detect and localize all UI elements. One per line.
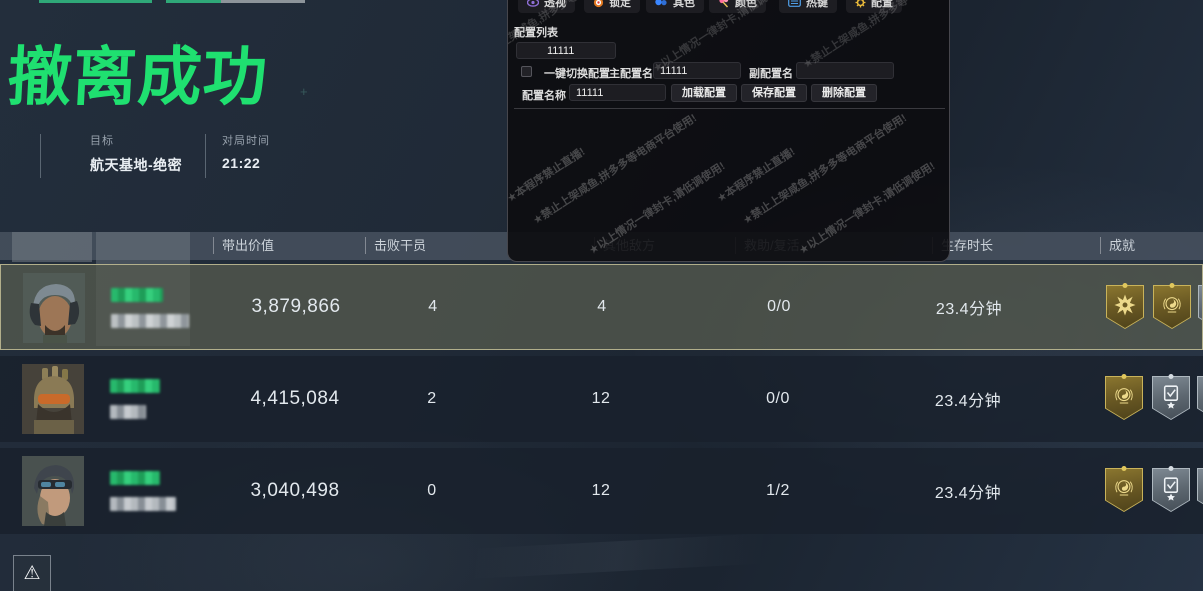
match-time-value: 21:22: [222, 155, 261, 171]
cell-extracted-value: 3,879,866: [251, 296, 341, 317]
cell-survival-time: 23.4分钟: [934, 393, 1002, 410]
tab-color[interactable]: 颜色: [709, 0, 766, 13]
cell-other-enemies: 12: [591, 482, 611, 499]
main-config-label: 主配置名: [609, 68, 653, 80]
top-progress-segment-complete: [39, 0, 152, 3]
redacted-player-subtitle: [111, 314, 189, 328]
match-time-label: 对局时间: [222, 135, 270, 147]
cell-defeated-operators: 2: [427, 390, 437, 407]
eye-icon: [527, 0, 539, 7]
delete-config-button[interactable]: 删除配置: [811, 84, 877, 102]
check-badge-icon[interactable]: [1152, 374, 1190, 420]
redacted-player-name: [110, 471, 160, 485]
player-avatar: [22, 364, 84, 434]
page-title: 撤离成功: [5, 41, 270, 113]
redacted-player-name: [111, 288, 163, 302]
achievement-badges: [1, 283, 1202, 331]
load-config-button[interactable]: 加载配置: [671, 84, 737, 102]
tab-lock[interactable]: 锁定: [584, 0, 640, 13]
cell-other-enemies: 4: [597, 298, 607, 315]
warning-button[interactable]: ⚠: [13, 555, 51, 591]
tab-esp[interactable]: 透视: [518, 0, 575, 13]
save-config-button[interactable]: 保存配置: [741, 84, 807, 102]
tab-label: 锁定: [609, 0, 631, 9]
row-hover-plate: [12, 232, 92, 262]
edge-badge-icon[interactable]: [1198, 285, 1202, 329]
meta-match-time: 对局时间 21:22: [205, 132, 270, 178]
cell-extracted-value: 3,040,498: [250, 480, 340, 501]
tab-config[interactable]: 配置: [846, 0, 902, 13]
column-header-achievements: 成就: [1100, 237, 1135, 254]
tab-hotkey[interactable]: 热键: [779, 0, 837, 13]
main-config-input[interactable]: [653, 62, 741, 79]
cell-survival-time: 23.4分钟: [934, 485, 1002, 502]
starburst-badge-icon[interactable]: [1106, 283, 1144, 329]
divider: [40, 134, 41, 178]
cell-rescue-revive: 1/2: [766, 482, 790, 499]
redacted-player-subtitle: [110, 405, 146, 419]
redacted-player-name: [110, 379, 160, 393]
cell-survival-time: 23.4分钟: [935, 301, 1003, 318]
player-avatar: [22, 456, 84, 526]
warning-icon: ⚠: [23, 563, 41, 584]
laurel-badge-icon[interactable]: [1105, 466, 1143, 512]
meta-goal: 目标 航天基地-绝密: [40, 132, 183, 178]
achievement-badges: [0, 374, 1203, 422]
achievement-badges: [0, 466, 1203, 514]
target-icon: [593, 0, 604, 8]
edge-badge-icon[interactable]: [1197, 376, 1203, 420]
tab-label: 热键: [806, 0, 828, 9]
check-badge-icon[interactable]: [1152, 466, 1190, 512]
paint-icon: [718, 0, 730, 8]
config-list-item[interactable]: 11111: [516, 42, 616, 59]
goal-value: 航天基地-绝密: [90, 157, 183, 173]
divider: [205, 134, 206, 178]
divider: [514, 108, 945, 109]
config-list-label: 配置列表: [514, 27, 558, 39]
grid-cross-mark: +: [173, 37, 181, 52]
player-row-3[interactable]: 3,040,498 0 12 1/2 23.4分钟: [0, 448, 1203, 534]
grid-cross-mark: +: [300, 84, 308, 99]
player-row-1[interactable]: 3,879,866 4 4 0/0 23.4分钟: [0, 264, 1203, 350]
cell-defeated-operators: 0: [427, 482, 437, 499]
keyboard-icon: [788, 0, 801, 7]
quick-switch-label: 一键切换配置: [544, 68, 610, 80]
tab-label: 透视: [544, 0, 566, 9]
sub-config-label: 副配置名: [749, 68, 793, 80]
laurel-badge-icon[interactable]: [1105, 374, 1143, 420]
quick-switch-checkbox[interactable]: [521, 66, 532, 77]
cell-rescue-revive: 0/0: [767, 298, 791, 315]
laurel-badge-icon[interactable]: [1153, 283, 1191, 329]
column-header-defeated: 击败干员: [365, 237, 426, 254]
cell-rescue-revive: 0/0: [766, 390, 790, 407]
player-row-2[interactable]: 4,415,084 2 12 0/0 23.4分钟: [0, 356, 1203, 442]
tab-label: 其色: [673, 0, 695, 9]
cell-other-enemies: 12: [591, 390, 611, 407]
tab-body-color[interactable]: 其色: [646, 0, 704, 13]
goal-label: 目标: [90, 135, 114, 147]
edge-badge-icon[interactable]: [1197, 468, 1203, 512]
redacted-player-subtitle: [110, 497, 176, 511]
cheat-config-panel: 透视 锁定 其色 颜色 热键 配置 配置列表 11111 一键切换配置 主配置名…: [507, 0, 950, 262]
cell-defeated-operators: 4: [428, 298, 438, 315]
config-name-label: 配置名称: [522, 90, 566, 102]
tab-label: 配置: [871, 0, 893, 9]
cell-extracted-value: 4,415,084: [250, 388, 340, 409]
tab-label: 颜色: [735, 0, 757, 9]
gear-icon: [855, 0, 866, 8]
sub-config-input[interactable]: [796, 62, 894, 79]
player-avatar: [23, 273, 85, 343]
dots-icon: [655, 0, 668, 6]
top-progress-segment-partial: [166, 0, 305, 3]
config-name-input[interactable]: [569, 84, 666, 101]
column-header-value: 带出价值: [213, 237, 274, 254]
